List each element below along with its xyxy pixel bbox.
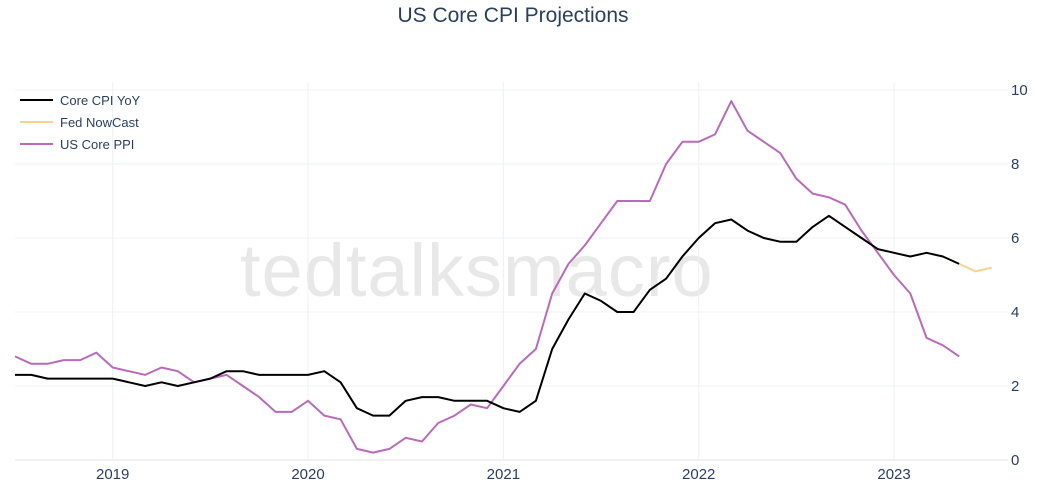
y-tick-label: 6 (1011, 230, 1019, 247)
legend-label: Fed NowCast (60, 115, 139, 130)
chart-title: US Core CPI Projections (397, 4, 629, 27)
series-line-us-core-ppi (14, 100, 960, 454)
series-lines (14, 100, 992, 454)
series-line-fed-nowcast (958, 262, 992, 273)
y-tick-label: 2 (1011, 378, 1019, 395)
x-tick-label: 2020 (291, 466, 324, 483)
x-axis-ticks: 2019 2020 2021 2022 2023 (96, 466, 911, 483)
legend-item[interactable]: US Core PPI (20, 137, 134, 152)
y-tick-label: 10 (1011, 82, 1028, 99)
grid (15, 82, 1008, 461)
y-axis-ticks: 0 2 4 6 8 10 (1011, 82, 1028, 469)
x-tick-label: 2022 (682, 466, 715, 483)
x-tick-label: 2021 (487, 466, 520, 483)
legend-item[interactable]: Core CPI YoY (20, 93, 141, 108)
x-tick-label: 2023 (877, 466, 910, 483)
series-line-core-cpi-yoy (15, 214, 960, 417)
y-tick-label: 8 (1011, 156, 1019, 173)
x-tick-label: 2019 (96, 466, 129, 483)
legend-label: US Core PPI (60, 137, 134, 152)
legend-item[interactable]: Fed NowCast (20, 115, 139, 130)
y-tick-label: 4 (1011, 304, 1019, 321)
y-tick-label: 0 (1011, 452, 1019, 469)
legend-label: Core CPI YoY (60, 93, 141, 108)
legend[interactable]: Core CPI YoY Fed NowCast US Core PPI (20, 93, 141, 152)
